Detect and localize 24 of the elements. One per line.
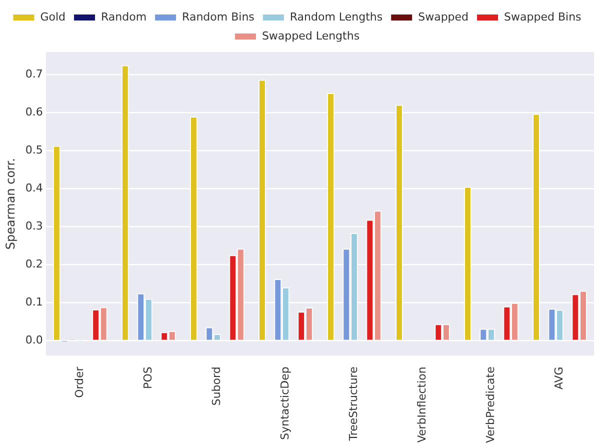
x-tick-label: POS (142, 366, 155, 389)
y-tick-label: 0.7 (25, 68, 43, 81)
y-axis-title: Spearman corr. (3, 158, 18, 250)
legend-label: Swapped Bins (504, 10, 582, 24)
x-tick-label: Subord (210, 366, 224, 406)
y-tick-label: 0.6 (25, 106, 43, 119)
x-tick-label: AVG (552, 366, 566, 390)
y-tick-label: 0.0 (25, 333, 43, 346)
legend-label: Random (101, 10, 147, 24)
x-tick-label: Order (73, 366, 86, 398)
y-tick-label: 0.3 (25, 219, 43, 232)
y-tick-label: 0.4 (25, 182, 43, 195)
x-tick-label: VerbPredicate (484, 366, 498, 444)
legend-label: Gold (40, 10, 66, 24)
legend-label: Swapped (418, 10, 469, 24)
legend-label: Random Bins (182, 10, 255, 24)
x-tick-label: SyntacticDep (278, 366, 292, 440)
legend-label: Random Lengths (290, 10, 383, 24)
x-tick-label: VerbInflection (416, 366, 429, 443)
legend-label: Swapped Lengths (262, 29, 360, 42)
y-tick-label: 0.5 (25, 144, 43, 157)
y-tick-label: 0.1 (25, 295, 43, 308)
x-tick-label: TreeStructure (347, 366, 360, 442)
y-tick-label: 0.2 (25, 257, 43, 270)
